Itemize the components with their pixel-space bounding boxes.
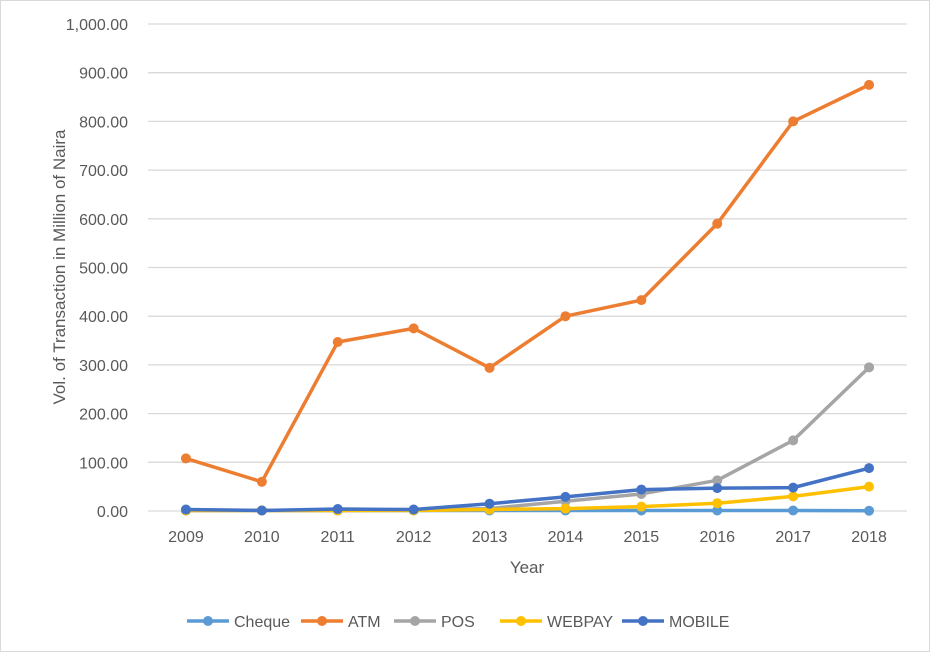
data-point	[181, 505, 191, 515]
data-point	[788, 435, 798, 445]
data-point	[712, 483, 722, 493]
data-point	[788, 483, 798, 493]
x-tick-label: 2015	[624, 529, 660, 546]
y-tick-label: 0.00	[97, 504, 128, 521]
data-point	[333, 337, 343, 347]
data-point	[864, 506, 874, 516]
y-tick-label: 200.00	[79, 407, 128, 424]
data-point	[485, 363, 495, 373]
legend-marker	[638, 616, 648, 626]
data-point	[788, 491, 798, 501]
data-point	[257, 506, 267, 516]
data-point	[864, 80, 874, 90]
data-point	[560, 311, 570, 321]
legend-marker	[203, 616, 213, 626]
y-tick-label: 900.00	[79, 66, 128, 83]
legend-item-cheque: Cheque	[187, 614, 290, 631]
x-tick-label: 2014	[548, 529, 584, 546]
legend-item-mobile: MOBILE	[622, 614, 729, 631]
x-tick-label: 2018	[851, 529, 887, 546]
legend-item-pos: POS	[394, 614, 475, 631]
y-tick-label: 400.00	[79, 309, 128, 326]
y-axis-ticks: 0.00 100.00 200.00 300.00 400.00 500.00 600.00…	[66, 17, 128, 521]
data-point	[636, 485, 646, 495]
data-point	[257, 477, 267, 487]
y-tick-label: 100.00	[79, 455, 128, 472]
y-tick-label: 800.00	[79, 114, 128, 131]
x-tick-label: 2011	[321, 529, 356, 546]
legend-label: Cheque	[234, 614, 290, 631]
data-point	[788, 116, 798, 126]
y-tick-label: 1,000.00	[66, 17, 128, 34]
legend: Cheque ATM POS WEBPAY MOBILE	[187, 614, 729, 631]
legend-label: WEBPAY	[547, 614, 613, 631]
data-point	[409, 323, 419, 333]
legend-label: MOBILE	[669, 614, 729, 631]
legend-item-webpay: WEBPAY	[500, 614, 613, 631]
x-tick-label: 2013	[472, 529, 508, 546]
y-tick-label: 700.00	[79, 163, 128, 180]
x-axis-label: Year	[510, 558, 545, 577]
legend-marker	[516, 616, 526, 626]
x-tick-label: 2010	[244, 529, 280, 546]
y-tick-label: 600.00	[79, 212, 128, 229]
data-point	[560, 492, 570, 502]
data-point	[560, 504, 570, 514]
x-tick-label: 2016	[699, 529, 735, 546]
y-tick-label: 300.00	[79, 358, 128, 375]
y-axis-label: Vol. of Transaction in Million of Naira	[50, 129, 69, 405]
data-point	[636, 295, 646, 305]
x-tick-label: 2009	[168, 529, 204, 546]
legend-label: POS	[441, 614, 475, 631]
data-point	[712, 498, 722, 508]
data-point	[788, 506, 798, 516]
x-tick-label: 2012	[396, 529, 432, 546]
legend-marker	[410, 616, 420, 626]
series-atm	[181, 80, 874, 487]
data-point	[864, 463, 874, 473]
series-lines	[181, 80, 874, 516]
data-point	[409, 505, 419, 515]
data-point	[636, 502, 646, 512]
data-point	[864, 482, 874, 492]
data-point	[864, 362, 874, 372]
series-line	[186, 85, 869, 482]
data-point	[712, 219, 722, 229]
legend-label: ATM	[348, 614, 381, 631]
y-tick-label: 500.00	[79, 261, 128, 278]
legend-marker	[317, 616, 327, 626]
data-point	[333, 504, 343, 514]
data-point	[181, 453, 191, 463]
x-tick-label: 2017	[775, 529, 811, 546]
data-point	[485, 499, 495, 509]
legend-item-atm: ATM	[301, 614, 381, 631]
x-axis-ticks: 2009 2010 2011 2012 2013 2014 2015 2016 2017 2018	[168, 529, 887, 546]
